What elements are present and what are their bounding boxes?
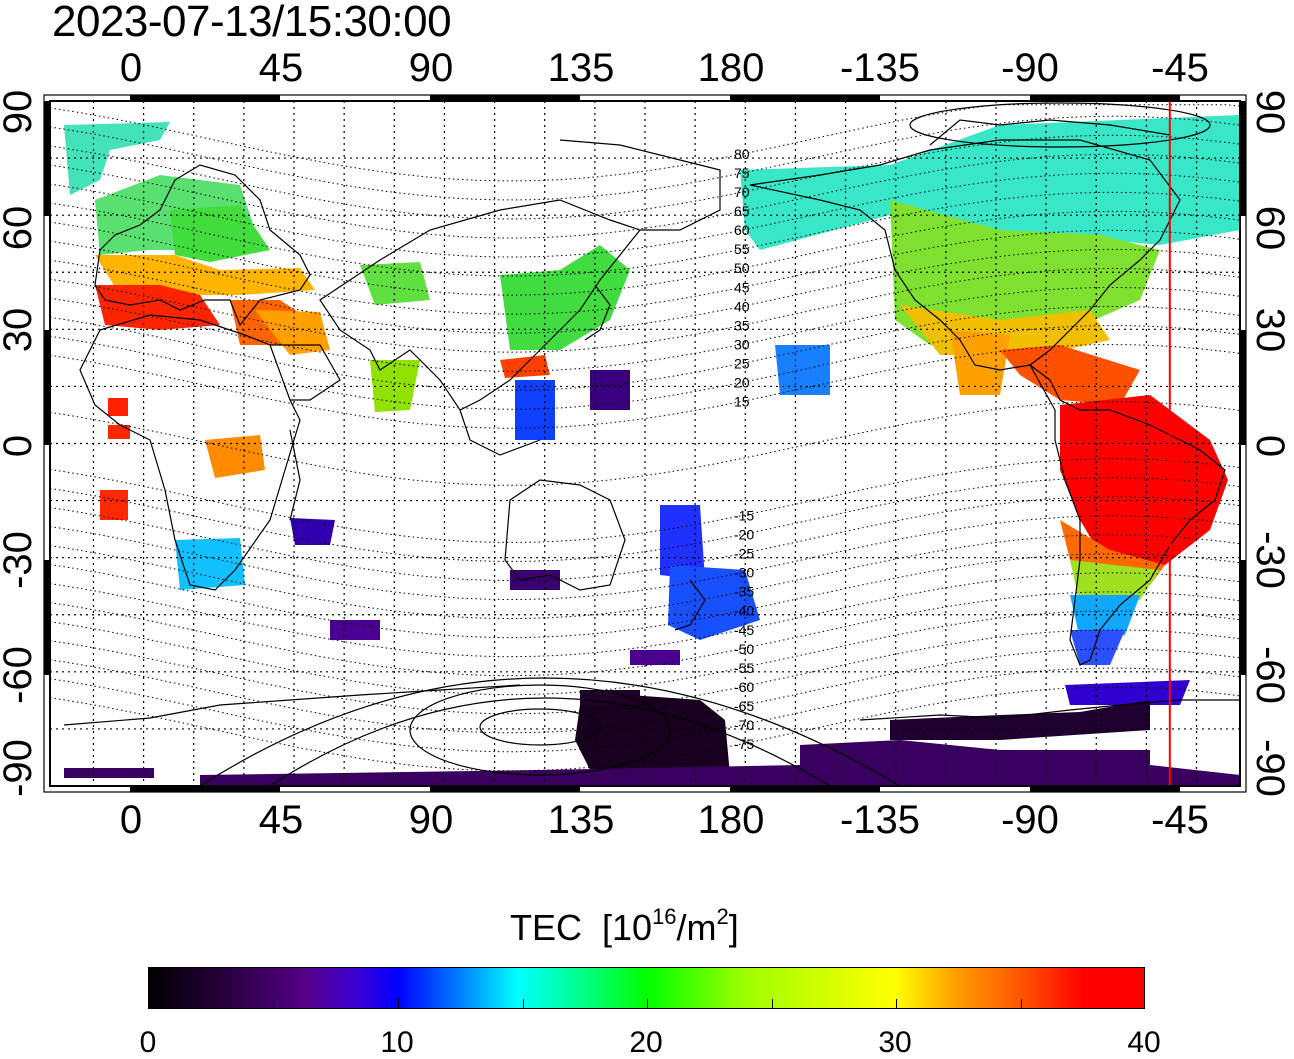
magnetic-latitude-label: 55 [734,241,750,257]
magnetic-latitude-label: -20 [734,527,754,543]
colorbar-unit-prefix: [10 [602,907,653,948]
magnetic-latitude-label: 75 [734,165,750,181]
tec-coverage [64,115,1240,786]
magnetic-latitude-label: 35 [734,317,750,333]
lat-label-right: -90 [1248,739,1292,797]
magnetic-latitude-label: -25 [734,546,754,562]
colorbar-title-text: TEC [510,907,582,948]
magnetic-latitude-label: 25 [734,355,750,371]
magnetic-latitude-label: -35 [734,584,754,600]
tec-map: 80 75 70 65 60 55 50 45 40 35 30 25 20 15 -15 -20 -25 -30… [43,94,1247,793]
colorbar-title: TEC [1016/m2] [510,906,739,950]
tec-south-america [1060,395,1228,570]
coastlines [63,119,1240,726]
graticule [50,101,1240,786]
lon-label-bottom: 180 [697,798,765,842]
lat-label-left: 0 [0,434,40,458]
lon-label-bottom: -135 [839,798,921,842]
lon-label-top: 0 [119,46,143,90]
magnetic-latitude-label: 60 [734,222,750,238]
magnetic-latitude-label: -30 [734,565,754,581]
magnetic-latitude-label: -75 [734,736,754,752]
magnetic-latitude-label: -15 [734,508,754,524]
magnetic-latitude-label: 70 [734,184,750,200]
colorbar-label: 30 [878,1026,912,1059]
lon-label-bottom: 0 [119,798,143,842]
frame-tick-bars [44,95,1246,792]
lat-label-left: -30 [0,531,40,589]
colorbar-tick [772,999,773,1008]
tec-east-asia [500,245,630,350]
colorbar-unit-exponent2: 2 [716,904,729,929]
magnetic-latitude-label: -70 [734,717,754,733]
magnetic-latitude-label: 80 [734,146,750,162]
lat-label-left: -90 [0,739,40,797]
lat-label-left: -60 [0,646,40,704]
lon-label-top: 180 [697,46,765,90]
colorbar-label: 20 [629,1026,663,1059]
tec-europe-north [64,122,170,195]
magnetic-latitude-label: 45 [734,279,750,295]
tec-north-america [890,200,1160,345]
tec-central-asia [360,262,430,305]
magnetic-latitude-label: -55 [734,660,754,676]
colorbar-label: 10 [380,1026,414,1059]
colorbar-unit-exponent: 16 [652,904,677,929]
lon-label-bottom: 90 [408,798,454,842]
magnetic-latitude-label: 40 [734,298,750,314]
colorbar-label: 40 [1127,1026,1161,1059]
magnetic-latitude-label: -60 [734,679,754,695]
lat-label-right: 0 [1248,434,1292,458]
colorbar-tick [398,999,399,1008]
lon-label-bottom: 135 [547,798,615,842]
colorbar-tick [647,999,648,1008]
tec-europe-green [170,205,270,262]
lat-label-right: -60 [1248,646,1292,704]
magnetic-latitude-label: 15 [734,393,750,409]
lon-label-top: 45 [258,46,304,90]
tec-arctic-america [740,115,1240,250]
magnetic-latitude-label: -50 [734,641,754,657]
lat-label-right: -30 [1248,531,1292,589]
colorbar-tick [1021,999,1022,1008]
magnetic-latitude-label: 65 [734,203,750,219]
colorbar-tick [273,999,274,1008]
colorbar [148,967,1145,1009]
magnetic-latitude-label: -40 [734,603,754,619]
lon-label-top: -45 [1151,46,1209,90]
magnetic-latitude-label: -65 [734,698,754,714]
colorbar-unit-mid: /m [676,907,717,948]
magnetic-latitude-label: -45 [734,622,754,638]
lon-label-bottom: -45 [1151,798,1209,842]
lon-label-top: -90 [1001,46,1059,90]
lat-label-left: 30 [0,307,40,353]
lon-label-top: -135 [839,46,921,90]
magnetic-pole-contours [199,102,1211,786]
magnetic-latitude-label: 20 [734,374,750,390]
colorbar-unit-suffix: ] [728,907,739,948]
lon-label-bottom: -90 [1001,798,1059,842]
lon-label-top: 135 [547,46,615,90]
magnetic-latitude-label: 30 [734,336,750,352]
magnetic-latitude-labels: 80 75 70 65 60 55 50 45 40 35 30 25 20 15 -15 -20 -25 -30… [734,146,754,752]
lat-label-left: 90 [0,89,40,135]
lat-label-right: 30 [1248,307,1292,353]
lat-label-left: 60 [0,205,40,251]
colorbar-tick [896,999,897,1008]
timestamp: 2023-07-13/15:30:00 [52,0,452,46]
tec-antarctica-east [575,695,730,775]
lat-label-right: 60 [1248,205,1292,251]
lon-label-top: 90 [408,46,454,90]
lat-label-right: 90 [1248,89,1292,135]
colorbar-tick [523,999,524,1008]
tec-turkey [255,310,330,355]
tec-new-zealand [668,565,760,640]
colorbar-label: 0 [139,1026,157,1059]
magnetic-latitude-label: 50 [734,260,750,276]
lon-label-bottom: 45 [258,798,304,842]
